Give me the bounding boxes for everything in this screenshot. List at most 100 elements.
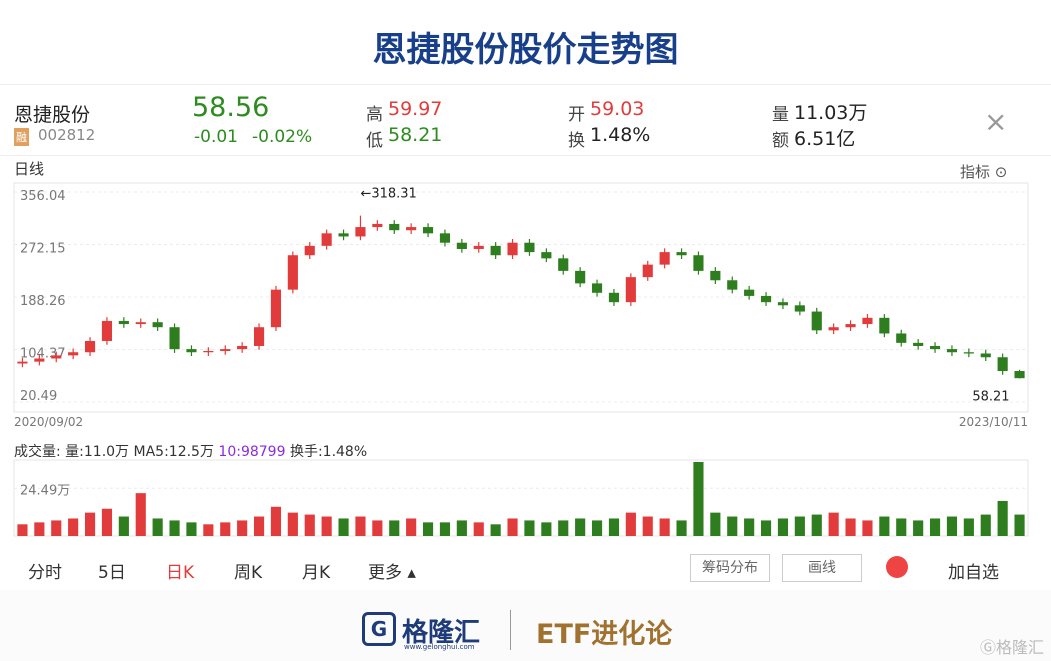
label: 额 (772, 131, 789, 151)
close-button[interactable]: × (984, 105, 1008, 138)
candle-body (220, 349, 231, 351)
tab[interactable]: 月K (302, 563, 331, 583)
page-title: 恩捷股份股价走势图 (372, 30, 679, 70)
candle-body (17, 361, 28, 364)
label: 换 (568, 131, 585, 151)
tab[interactable]: 分时 (28, 563, 62, 583)
volume-bar (845, 518, 856, 536)
candle-body (929, 345, 941, 350)
volume-bar (558, 520, 569, 536)
candle-body (541, 252, 552, 259)
volume-bar (946, 516, 958, 536)
y-tick-label: 188.26 (20, 294, 66, 309)
volume-bar (980, 514, 991, 536)
candle-body (642, 264, 653, 278)
y-tick-label: 20.49 (20, 389, 57, 404)
candle-body (152, 322, 163, 328)
volume-bar (389, 520, 400, 536)
candle-body (524, 242, 535, 253)
tag: 融 (14, 128, 29, 146)
candle-body (439, 233, 451, 243)
volume-bar (237, 520, 248, 536)
label: MA5:12.5万 (133, 444, 214, 460)
volume-bar (828, 512, 839, 536)
candle-body (760, 295, 772, 303)
candle-body (253, 327, 265, 346)
volume-bar (203, 524, 214, 536)
volume-bar (270, 506, 282, 536)
tab-active[interactable]: 日K (166, 563, 195, 583)
button[interactable]: 画线 (782, 554, 862, 582)
volume-bar (913, 520, 924, 536)
open: 59.03 (590, 98, 645, 120)
site: www.gelonghui.com (404, 643, 475, 651)
amount: 6.51亿 (794, 128, 856, 150)
volume-bar (68, 518, 79, 536)
candle-body (186, 349, 197, 353)
candle-body (896, 333, 907, 343)
volume-bar (710, 512, 721, 536)
label: 量 (772, 105, 789, 125)
candle-body (118, 320, 129, 325)
candle-body (727, 280, 738, 290)
volume-bar (608, 518, 620, 536)
volume-bar (456, 520, 467, 536)
x-tick-label: 2020/09/02 (14, 415, 83, 429)
volume-bar (929, 518, 941, 536)
volume-bar (659, 518, 670, 536)
candle-body (338, 233, 349, 237)
tab[interactable]: 5日 (98, 563, 126, 583)
candle-body (862, 317, 873, 325)
candle-body (997, 357, 1008, 372)
candle-body (237, 345, 248, 350)
volume-bar (422, 522, 434, 536)
candle-body (101, 320, 113, 341)
volume-bar (1014, 514, 1025, 536)
record-icon[interactable] (886, 556, 908, 578)
label: 低 (366, 131, 383, 151)
volume-bar (490, 524, 501, 536)
candle-body (456, 242, 467, 249)
brand: 格隆汇 (402, 618, 481, 648)
volume-bar (591, 520, 603, 536)
volume-bar (794, 516, 805, 536)
candle-body (372, 223, 383, 228)
volume-bar (406, 518, 417, 536)
period-label: 日线 (14, 160, 45, 178)
volume-bar (287, 512, 298, 536)
candle-body (389, 223, 400, 231)
candle-body (355, 227, 366, 237)
volume-bar (304, 514, 315, 536)
label: 开 (568, 105, 585, 125)
candle-body (963, 352, 974, 354)
volume-bar (220, 522, 231, 536)
label: 10:98799 (218, 444, 286, 460)
candle-body (608, 292, 620, 303)
candle-body (135, 322, 146, 325)
candle-body (406, 227, 417, 231)
volume-frame (13, 459, 1029, 537)
candle-body (744, 289, 755, 296)
volume-bar (51, 520, 62, 536)
candle-body (828, 327, 839, 331)
tab[interactable]: 周K (234, 563, 263, 583)
volume: 11.03万 (794, 102, 868, 124)
candle-body (591, 283, 603, 293)
tab[interactable]: 更多 ▴ (368, 563, 416, 583)
volume-bar (17, 524, 28, 536)
volume-bar (186, 522, 197, 536)
button[interactable]: 筹码分布 (690, 554, 770, 582)
turnover: 1.48% (590, 124, 651, 146)
divider (510, 610, 511, 650)
candle-body (1014, 371, 1025, 379)
label: 换手:1.48% (289, 444, 368, 460)
volume-bar (152, 518, 163, 536)
candle-body (980, 353, 991, 358)
candle-body (811, 311, 822, 331)
button[interactable]: 加自选 (948, 563, 999, 583)
candle-body (169, 327, 180, 350)
volume-bar (439, 522, 451, 536)
indicator-button[interactable]: 指标 ⊙ (960, 163, 1008, 181)
